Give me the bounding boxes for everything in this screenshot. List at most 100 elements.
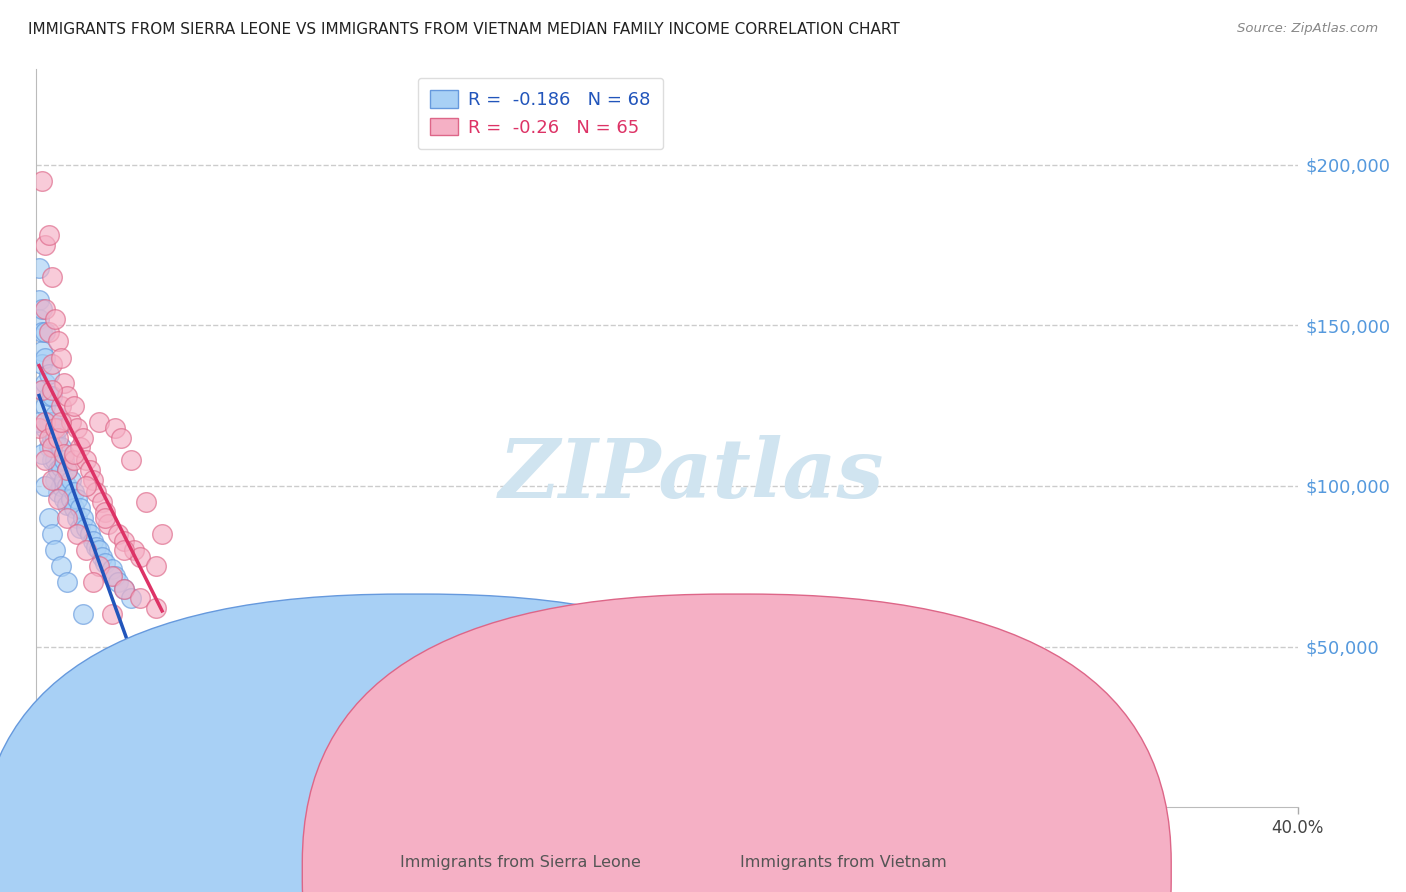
Point [135,495,157,509]
Point [46,441,69,455]
Point [100,562,122,576]
Point [62,399,84,413]
Point [56,498,79,512]
Point [44,473,66,487]
Point [75,521,97,535]
Point [129,591,152,606]
Point [44,453,66,467]
Point [69,501,91,516]
Point [51,441,73,455]
Point [59,473,82,487]
Point [53,376,76,391]
Point [150,527,173,541]
Point [34,302,56,317]
Point [34,351,56,365]
Point [56,511,79,525]
Point [59,491,82,506]
Point [75,453,97,467]
Point [66,527,89,541]
Point [84,485,107,500]
Point [28,293,51,307]
Point [41,383,63,397]
Point [31,447,53,461]
Point [122,543,145,558]
Point [41,270,63,285]
Point [38,367,60,381]
Point [51,459,73,474]
Point [72,607,94,622]
Point [31,325,53,339]
Point [46,421,69,435]
Point [31,174,53,188]
Point [34,238,56,252]
Point [34,421,56,435]
Point [120,453,142,467]
Point [51,559,73,574]
Point [100,607,122,622]
Point [41,473,63,487]
Point [120,591,142,606]
Point [34,325,56,339]
Legend: R =  -0.186   N = 68, R =  -0.26   N = 65: R = -0.186 N = 68, R = -0.26 N = 65 [418,78,664,150]
Point [97,517,120,532]
Point [94,511,117,525]
Point [44,312,66,326]
Point [46,431,69,445]
Text: ZIPatlas: ZIPatlas [499,434,884,515]
Point [38,325,60,339]
Point [79,527,101,541]
Point [51,399,73,413]
Point [66,421,89,435]
Point [100,569,122,583]
Point [91,549,114,564]
Point [38,441,60,455]
Point [56,463,79,477]
Point [28,421,51,435]
Point [82,533,104,548]
Point [62,447,84,461]
Point [46,491,69,506]
Point [34,453,56,467]
Point [46,463,69,477]
Point [38,415,60,429]
Point [112,533,135,548]
Point [28,312,51,326]
Point [87,559,110,574]
Point [112,582,135,596]
Point [53,447,76,461]
Point [94,505,117,519]
Point [66,511,89,525]
Point [82,473,104,487]
Point [53,491,76,506]
Point [69,521,91,535]
Point [87,415,110,429]
Point [66,491,89,506]
Point [112,543,135,558]
Point [53,453,76,467]
Point [31,344,53,359]
Point [110,431,132,445]
Point [59,415,82,429]
Point [82,575,104,590]
Point [46,334,69,349]
Point [62,485,84,500]
Text: Source: ZipAtlas.com: Source: ZipAtlas.com [1237,22,1378,36]
Point [41,431,63,445]
Point [34,415,56,429]
Point [107,527,129,541]
Point [112,582,135,596]
Point [44,421,66,435]
Point [41,441,63,455]
Point [41,527,63,541]
Point [38,431,60,445]
Point [56,575,79,590]
Point [41,453,63,467]
Point [145,601,167,615]
Point [41,389,63,403]
Point [94,556,117,570]
Point [104,569,127,583]
Point [38,228,60,243]
Point [51,415,73,429]
Text: IMMIGRANTS FROM SIERRA LEONE VS IMMIGRANTS FROM VIETNAM MEDIAN FAMILY INCOME COR: IMMIGRANTS FROM SIERRA LEONE VS IMMIGRAN… [28,22,900,37]
Point [31,383,53,397]
